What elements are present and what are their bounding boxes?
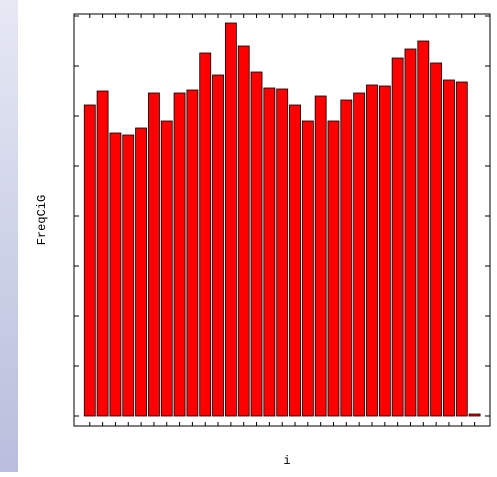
bar [122, 134, 135, 417]
bar [250, 71, 263, 417]
bar [96, 90, 109, 417]
bar [417, 40, 430, 417]
bar [237, 45, 250, 417]
x-axis-label: i [283, 454, 290, 468]
bar [276, 88, 289, 417]
bar [148, 92, 160, 417]
bar [404, 48, 417, 417]
bar [378, 85, 391, 417]
bar [340, 99, 353, 417]
bar [224, 22, 237, 417]
bar [353, 92, 366, 417]
bar [109, 132, 122, 417]
bar [135, 127, 148, 417]
bar [455, 81, 468, 417]
bar [263, 87, 276, 417]
bar [443, 79, 455, 417]
bar [430, 62, 443, 417]
bar [468, 413, 481, 417]
bar [212, 74, 224, 417]
bar [391, 57, 404, 417]
side-strip [0, 0, 18, 472]
bar [366, 84, 378, 417]
bar [301, 120, 314, 417]
bar [83, 104, 96, 417]
bar [289, 104, 301, 417]
y-axis-label: FreqCiG [35, 195, 49, 245]
bar [314, 95, 327, 417]
bar [199, 52, 212, 417]
bar [160, 120, 173, 417]
bar [327, 120, 340, 417]
bar [173, 92, 186, 417]
bar [186, 89, 199, 417]
